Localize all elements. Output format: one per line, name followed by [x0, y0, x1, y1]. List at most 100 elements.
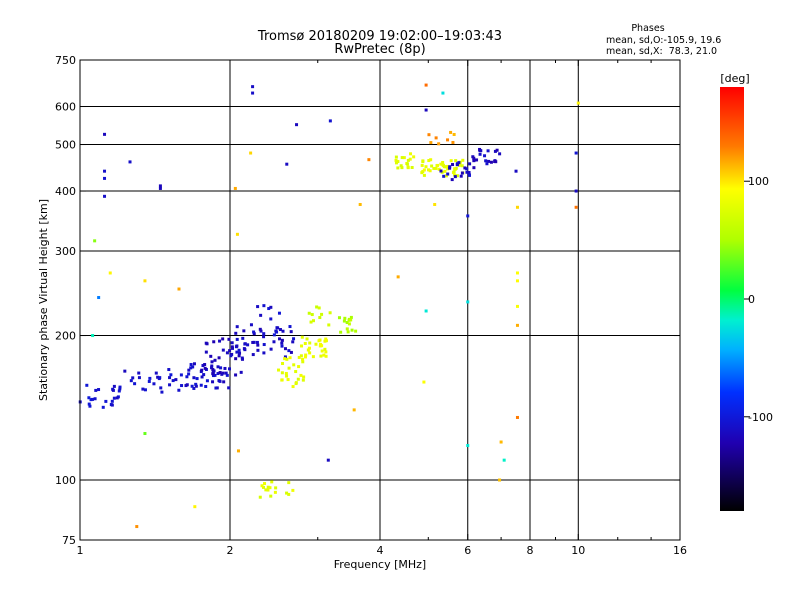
data-point: [515, 279, 519, 283]
data-point: [168, 376, 172, 380]
data-point: [449, 130, 453, 134]
data-point: [123, 369, 127, 373]
phases-x-stats: mean, sd,X: 78.3, 21.0: [606, 46, 717, 57]
data-point: [177, 388, 181, 392]
data-point: [235, 337, 239, 341]
data-point: [452, 132, 456, 136]
data-point: [143, 388, 147, 392]
data-point: [194, 382, 198, 386]
data-point: [227, 386, 231, 390]
data-point: [216, 372, 220, 376]
data-point: [91, 397, 95, 401]
data-point: [137, 376, 141, 380]
data-point: [342, 319, 346, 323]
data-point: [234, 331, 238, 335]
data-point: [280, 338, 284, 342]
data-point: [444, 174, 448, 178]
data-point: [489, 160, 493, 164]
data-point: [287, 349, 291, 353]
x-axis-label: Frequency [MHz]: [334, 558, 426, 571]
phases-heading: Phases: [631, 23, 664, 34]
data-point: [291, 340, 295, 344]
data-point: [159, 386, 163, 390]
data-point: [238, 351, 242, 355]
data-point: [475, 158, 479, 162]
data-point: [412, 155, 416, 159]
data-point: [297, 365, 301, 369]
data-point: [205, 342, 209, 346]
data-point: [439, 162, 443, 166]
data-point: [262, 351, 266, 355]
data-point: [328, 311, 332, 315]
data-point: [299, 354, 303, 358]
data-point: [309, 320, 313, 324]
y-tick-label: 400: [55, 185, 76, 198]
data-point: [441, 91, 445, 95]
data-point: [495, 148, 499, 152]
data-point: [241, 336, 245, 340]
data-point: [352, 408, 356, 412]
colorbar-ticks: 100 0 -100: [744, 175, 773, 424]
data-point: [258, 495, 262, 499]
data-point: [242, 329, 246, 333]
data-point: [269, 317, 273, 321]
data-point: [213, 373, 217, 377]
data-point: [424, 165, 428, 169]
data-point: [448, 165, 452, 169]
data-point: [234, 373, 238, 377]
data-point: [468, 162, 472, 166]
data-point: [303, 355, 307, 359]
data-point: [424, 309, 428, 313]
data-point: [320, 312, 324, 316]
data-point: [133, 382, 137, 386]
data-point: [235, 325, 239, 329]
data-point: [190, 384, 194, 388]
data-point: [345, 327, 349, 331]
data-point: [266, 488, 270, 492]
data-point: [307, 311, 311, 315]
x-axis-ticks: 1 2 4 6 8 10 16: [77, 60, 687, 557]
data-point: [283, 347, 287, 351]
data-point: [249, 151, 253, 155]
data-point: [434, 166, 438, 170]
data-point: [168, 383, 172, 387]
data-point: [219, 366, 223, 370]
data-point: [110, 403, 114, 407]
data-point: [194, 384, 198, 388]
data-point: [203, 366, 207, 370]
data-point: [209, 354, 213, 358]
data-point: [441, 160, 445, 164]
data-point: [189, 366, 193, 370]
data-point: [216, 365, 220, 369]
data-point: [487, 159, 491, 163]
data-point: [449, 159, 453, 163]
data-point: [320, 349, 324, 353]
data-point: [223, 366, 227, 370]
data-point: [141, 387, 145, 391]
data-point: [202, 373, 206, 377]
data-point: [515, 205, 519, 209]
data-point: [201, 364, 205, 368]
data-point: [291, 488, 295, 492]
data-point: [472, 159, 476, 163]
data-point: [452, 170, 456, 174]
data-point: [272, 340, 276, 344]
chart-title: Tromsø 20180209 19:02:00–19:03:43: [257, 29, 502, 44]
data-point: [118, 385, 122, 389]
data-point: [103, 176, 107, 180]
data-point: [367, 158, 371, 162]
data-point: [310, 313, 314, 317]
data-point: [405, 162, 409, 166]
data-point: [283, 357, 287, 361]
data-point: [466, 214, 470, 218]
data-point: [262, 335, 266, 339]
data-point: [180, 384, 184, 388]
data-point: [152, 382, 156, 386]
data-point: [204, 350, 208, 354]
x-tick-label: 8: [527, 544, 534, 557]
data-point: [451, 140, 455, 144]
data-point: [103, 194, 107, 198]
data-point: [453, 175, 457, 179]
y-tick-label: 300: [55, 245, 76, 258]
data-point: [441, 163, 445, 167]
